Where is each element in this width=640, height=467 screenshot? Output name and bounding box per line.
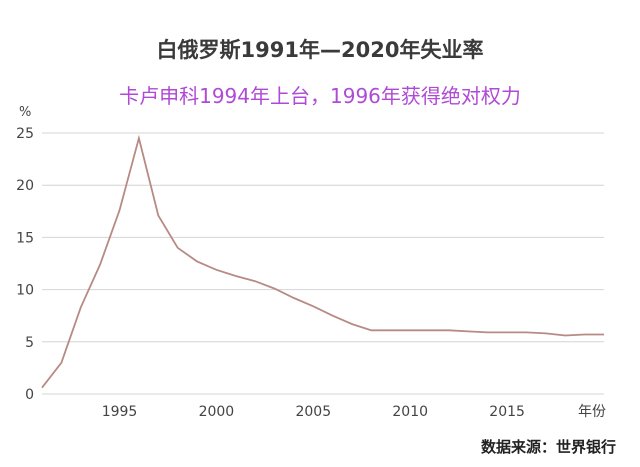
chart-title: 白俄罗斯1991年—2020年失业率 [156, 38, 484, 62]
y-tick-label: 10 [16, 283, 34, 299]
y-tick-label: 15 [16, 230, 34, 246]
y-tick-label: 0 [25, 387, 34, 403]
y-axis-unit: % [19, 105, 31, 120]
x-tick-label: 2000 [199, 404, 235, 420]
y-tick-label: 5 [25, 335, 34, 351]
chart-subtitle: 卡卢申科1994年上台，1996年获得绝对权力 [119, 84, 521, 108]
unemployment-line [41, 134, 604, 389]
x-tick-label: 2015 [489, 404, 525, 420]
source-note: 数据来源：世界银行 [480, 438, 616, 456]
x-tick-label: 2005 [295, 404, 331, 420]
x-tick-label: 2010 [392, 404, 428, 420]
y-tick-label: 25 [16, 126, 34, 142]
x-axis-label: 年份 [578, 404, 606, 420]
y-tick-label: 20 [16, 178, 34, 194]
x-tick-label: 1995 [102, 404, 138, 420]
